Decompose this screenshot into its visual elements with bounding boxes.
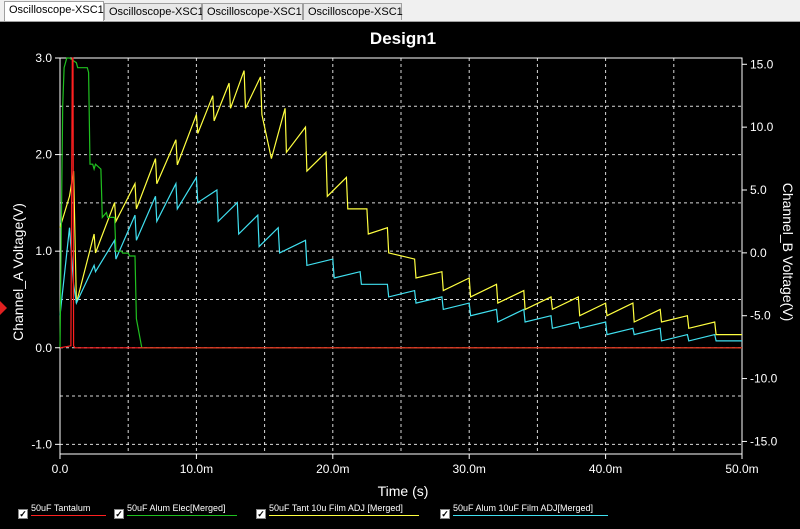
- y-tick-label: 0.0: [35, 341, 52, 355]
- series-line-3: [59, 175, 742, 342]
- y2-tick-label: 10.0: [750, 120, 774, 134]
- y2-tick-label: 5.0: [750, 183, 767, 197]
- checkbox-checked-icon[interactable]: ✓: [440, 509, 450, 519]
- chart-svg[interactable]: 0.0 10.0m 20.0m 30.0m 40.0m 50.0m-1.00.01.02.…: [0, 22, 800, 502]
- legend-swatch: [31, 515, 106, 516]
- tab-oscilloscope-4[interactable]: Oscilloscope-XSC1: [303, 3, 403, 20]
- checkbox-checked-icon[interactable]: ✓: [256, 509, 266, 519]
- y2-tick-label: 0.0: [750, 246, 767, 260]
- y-tick-label: -1.0: [31, 437, 52, 451]
- legend-label: 50uF Tant 10u Film ADJ [Merged]: [269, 503, 403, 513]
- x-axis-label: Time (s): [378, 483, 429, 499]
- tab-oscilloscope-1[interactable]: Oscilloscope-XSC1: [4, 1, 104, 21]
- x-tick-label: 10.0m: [180, 462, 213, 476]
- y-tick-label: 1.0: [35, 244, 52, 258]
- y2-tick-label: -5.0: [750, 309, 771, 323]
- checkbox-checked-icon[interactable]: ✓: [114, 509, 124, 519]
- x-tick-label: 30.0m: [453, 462, 486, 476]
- y-tick-label: 3.0: [35, 51, 52, 65]
- legend-label: 50uF Alum Elec[Merged]: [127, 503, 226, 513]
- x-tick-label: 0.0: [52, 462, 69, 476]
- y2-tick-label: 15.0: [750, 57, 774, 71]
- series-line-2: [59, 70, 742, 336]
- plot-border: [59, 57, 743, 455]
- x-tick-label: 40.0m: [589, 462, 622, 476]
- tick-layer: 0.0 10.0m 20.0m 30.0m 40.0m 50.0m-1.00.01.02.…: [31, 51, 777, 476]
- x-tick-label: 20.0m: [316, 462, 349, 476]
- series-layer: [59, 57, 742, 349]
- y2-tick-label: -15.0: [750, 434, 778, 448]
- tab-oscilloscope-3[interactable]: Oscilloscope-XSC1: [202, 3, 303, 20]
- legend-swatch: [269, 515, 419, 516]
- y-tick-label: 2.0: [35, 148, 52, 162]
- y-axis-label: Channel_A Voltage(V): [10, 203, 26, 341]
- legend: ✓ 50uF Tantalum ✓ 50uF Alum Elec[Merged]…: [0, 502, 800, 529]
- plot-area[interactable]: 0.0 10.0m 20.0m 30.0m 40.0m 50.0m -1.0 0.0 1.0 2.…: [0, 22, 800, 502]
- plot-frame: [59, 57, 743, 455]
- chart-title: Design1: [370, 29, 436, 48]
- legend-swatch: [127, 515, 237, 516]
- legend-label: 50uF Tantalum: [31, 503, 91, 513]
- y2-tick-label: -10.0: [750, 372, 778, 386]
- y2-axis-label: Channel_B Voltage(V): [780, 183, 796, 322]
- series-line-0: [59, 57, 742, 349]
- legend-label: 50uF Alum 10uF Film ADJ[Merged]: [453, 503, 594, 513]
- legend-swatch: [453, 515, 608, 516]
- tab-bar: Oscilloscope-XSC1 Oscilloscope-XSC1 Osci…: [0, 0, 800, 22]
- checkbox-checked-icon[interactable]: ✓: [18, 509, 28, 519]
- x-tick-label: 50.0m: [725, 462, 758, 476]
- tab-oscilloscope-2[interactable]: Oscilloscope-XSC1: [104, 3, 204, 20]
- cursor-marker-icon[interactable]: [0, 301, 7, 315]
